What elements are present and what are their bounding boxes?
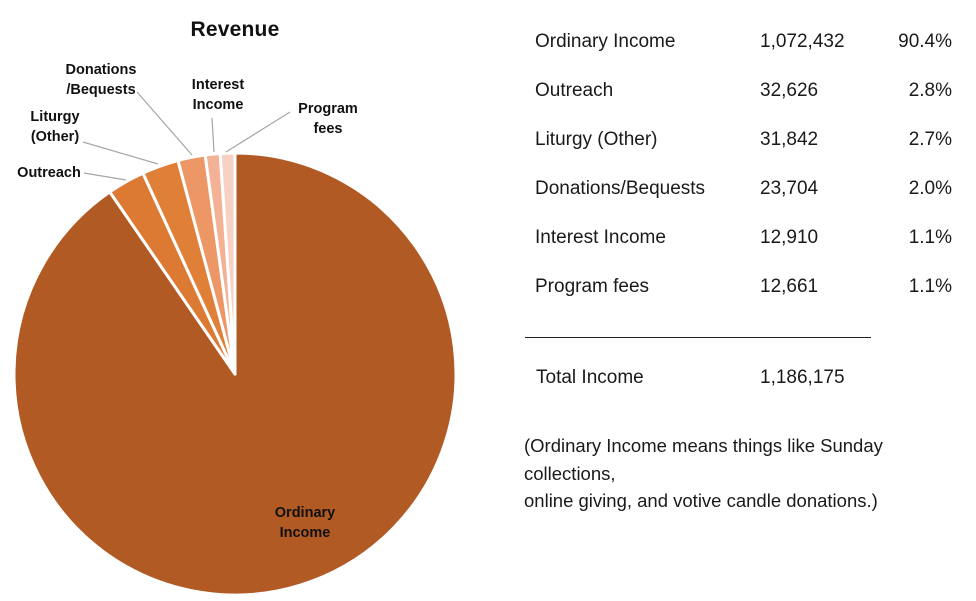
pie-label-liturgy-other: Liturgy (Other)	[30, 109, 80, 145]
income-table: Ordinary Income 1,072,432 90.4% Outreach…	[535, 17, 952, 311]
row-percent: 2.0%	[908, 177, 952, 199]
row-value: 1,072,432	[760, 30, 845, 52]
leader-line-donations-bequests	[136, 91, 193, 156]
pie-label-program-fees: Program fees	[298, 101, 358, 137]
table-row-donations-bequests: Donations/Bequests 23,704 2.0%	[535, 164, 952, 213]
table-row-liturgy-other: Liturgy (Other) 31,842 2.7%	[535, 115, 952, 164]
leader-line-program-fees	[225, 111, 291, 153]
ordinary-income-note: (Ordinary Income means things like Sunda…	[524, 435, 883, 511]
total-label: Total Income	[536, 367, 644, 388]
total-divider-line	[525, 337, 871, 338]
pie-chart-area: Revenue Ordinary Income Outreach Liturgy…	[12, 18, 458, 597]
row-percent: 90.4%	[898, 30, 952, 52]
row-label: Program fees	[535, 275, 650, 297]
total-value: 1,186,175	[760, 367, 845, 388]
row-percent: 2.7%	[908, 128, 952, 150]
pie-label-donations-bequests: Donations /Bequests	[65, 62, 137, 98]
row-percent: 1.1%	[908, 275, 952, 297]
table-row-program-fees: Program fees 12,661 1.1%	[535, 262, 952, 311]
pie-label-ordinary-income: Ordinary Income	[274, 505, 336, 541]
row-value: 23,704	[760, 177, 819, 199]
row-value: 12,661	[760, 275, 819, 297]
chart-title: Revenue	[190, 18, 280, 41]
table-row-ordinary-income: Ordinary Income 1,072,432 90.4%	[535, 17, 952, 66]
row-label: Ordinary Income	[535, 30, 676, 52]
total-income-row: Total Income 1,186,175	[536, 366, 952, 390]
pie-slice-program-fees	[218, 151, 237, 376]
pie-label-outreach: Outreach	[17, 165, 81, 181]
table-row-outreach: Outreach 32,626 2.8%	[535, 66, 952, 115]
pie-slices-group	[12, 151, 458, 597]
pie-label-interest-income: Interest Income	[191, 77, 245, 113]
leader-line-outreach	[83, 172, 127, 181]
leader-line-interest-income	[211, 117, 215, 153]
row-percent: 1.1%	[908, 226, 952, 248]
row-label: Interest Income	[535, 226, 666, 248]
row-label: Outreach	[535, 79, 614, 101]
row-percent: 2.8%	[908, 79, 952, 101]
leader-line-liturgy-other	[82, 141, 159, 165]
row-value: 31,842	[760, 128, 819, 150]
revenue-pie-chart	[12, 91, 458, 597]
row-label: Liturgy (Other)	[535, 128, 658, 150]
table-row-interest-income: Interest Income 12,910 1.1%	[535, 213, 952, 262]
leader-lines-group	[82, 91, 291, 181]
row-value: 32,626	[760, 79, 819, 101]
row-value: 12,910	[760, 226, 819, 248]
row-label: Donations/Bequests	[535, 177, 706, 199]
